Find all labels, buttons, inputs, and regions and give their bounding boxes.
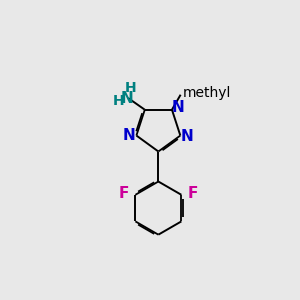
Text: N: N [181, 129, 194, 144]
Text: methyl: methyl [183, 86, 231, 100]
Text: F: F [188, 186, 198, 201]
Text: N: N [121, 91, 134, 106]
Text: N: N [172, 100, 185, 116]
Text: H: H [124, 81, 136, 95]
Text: H: H [112, 94, 124, 108]
Text: N: N [123, 128, 136, 142]
Text: F: F [118, 186, 129, 201]
